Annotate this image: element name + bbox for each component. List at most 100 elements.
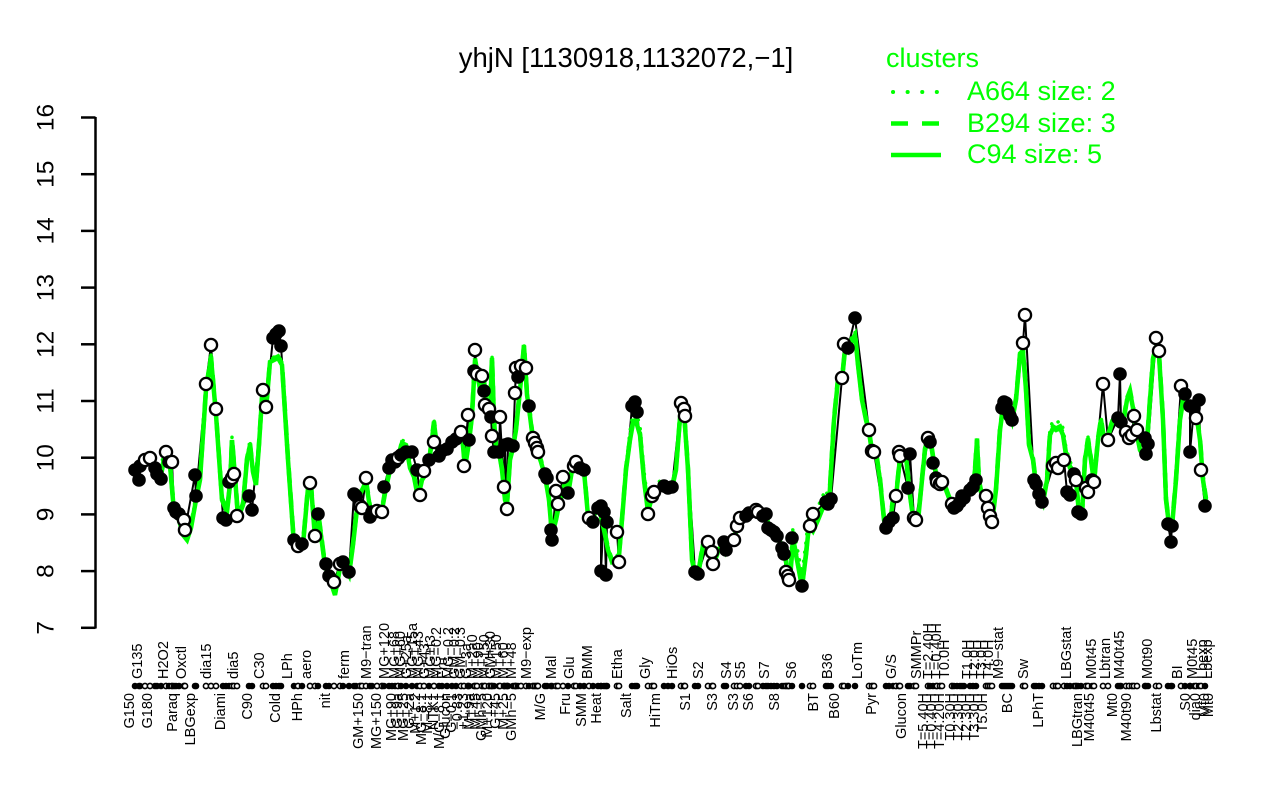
svg-text:MG=0.2: MG=0.2: [429, 627, 445, 679]
svg-text:nit: nit: [318, 693, 334, 708]
svg-text:LBGexp: LBGexp: [183, 693, 199, 745]
svg-text:14: 14: [32, 217, 59, 244]
svg-text:GMh−5: GMh−5: [504, 693, 520, 741]
svg-text:S6: S6: [741, 693, 757, 711]
svg-text:Lbexp: Lbexp: [1200, 639, 1216, 679]
svg-text:MG−0.2: MG−0.2: [441, 627, 457, 679]
svg-text:T=0.40H: T=0.40H: [929, 623, 945, 679]
svg-text:SMM: SMM: [574, 693, 590, 727]
svg-text:S4: S4: [719, 661, 735, 679]
svg-text:HiTm: HiTm: [648, 693, 664, 728]
svg-text:Paraq: Paraq: [165, 693, 181, 732]
svg-text:Sw: Sw: [1016, 658, 1032, 679]
svg-text:MG+90: MG+90: [384, 693, 400, 741]
svg-text:LPh: LPh: [280, 653, 296, 679]
svg-text:15: 15: [32, 161, 59, 188]
svg-text:BC: BC: [1000, 693, 1016, 713]
svg-text:GM+30: GM+30: [483, 631, 499, 679]
svg-text:S3: S3: [726, 693, 742, 711]
svg-text:M+150: M+150: [477, 634, 493, 679]
svg-text:7: 7: [32, 621, 59, 635]
svg-text:B60: B60: [827, 693, 843, 719]
svg-text:G/S: G/S: [884, 654, 900, 679]
svg-text:Diami: Diami: [213, 693, 229, 730]
svg-text:LBGstat: LBGstat: [1059, 627, 1075, 679]
svg-text:M40t90: M40t90: [1119, 693, 1135, 741]
svg-text:M9−exp: M9−exp: [519, 627, 535, 679]
svg-text:dia5: dia5: [226, 652, 242, 679]
svg-text:BMM: BMM: [580, 645, 596, 679]
svg-text:T5.0H: T5.0H: [975, 693, 991, 733]
svg-text:MG+60: MG+60: [393, 631, 409, 679]
svg-text:M40t45: M40t45: [1112, 631, 1128, 679]
svg-text:Cold: Cold: [268, 693, 284, 723]
svg-text:S6: S6: [784, 661, 800, 679]
svg-text:11: 11: [32, 388, 59, 413]
svg-text:GM−0.3: GM−0.3: [453, 627, 469, 679]
svg-text:Glucon: Glucon: [894, 693, 910, 739]
svg-text:+1.23: +1.23: [456, 693, 472, 730]
svg-text:T4.0H: T4.0H: [981, 640, 997, 680]
svg-text:13: 13: [32, 274, 59, 301]
svg-text:16: 16: [32, 104, 59, 131]
svg-text:ferm: ferm: [337, 650, 353, 679]
svg-text:MG+120: MG+120: [377, 623, 393, 679]
svg-text:Pyr: Pyr: [864, 693, 880, 715]
svg-text:LoTm: LoTm: [850, 642, 866, 679]
svg-text:Mal: Mal: [544, 656, 560, 679]
svg-text:GM+150: GM+150: [351, 693, 367, 749]
svg-text:A664 size: 2: A664 size: 2: [967, 76, 1116, 106]
svg-text:M9−stat: M9−stat: [991, 627, 1007, 679]
svg-text:M+25: M+25: [496, 693, 512, 730]
svg-text:NTK1: NTK1: [426, 693, 442, 730]
svg-text:G+2a: G+2a: [402, 692, 418, 729]
svg-text:T=2.40H: T=2.40H: [921, 623, 937, 679]
svg-text:T=5.40H: T=5.40H: [916, 693, 932, 749]
svg-text:aero: aero: [299, 650, 315, 679]
svg-text:MG+43: MG+43: [411, 631, 427, 679]
svg-text:M0t90: M0t90: [1140, 639, 1156, 679]
svg-text:T1.0H: T1.0H: [960, 640, 976, 680]
svg-text:M40t45: M40t45: [1082, 693, 1098, 741]
svg-text:dia0: dia0: [1188, 693, 1204, 720]
svg-text:G135: G135: [130, 644, 146, 679]
svg-text:9: 9: [32, 508, 59, 522]
svg-text:S0: S0: [1178, 693, 1194, 711]
svg-text:MG+68: MG+68: [387, 631, 403, 679]
svg-text:M0t45: M0t45: [1185, 639, 1201, 679]
svg-text:M0t45: M0t45: [1084, 639, 1100, 679]
svg-text:S7: S7: [757, 661, 773, 679]
svg-text:M−8.1: M−8.1: [420, 693, 436, 734]
svg-text:G+43: G+43: [417, 643, 433, 679]
svg-text:T3.0H: T3.0H: [974, 640, 990, 680]
svg-text:MG+15a: MG+15a: [405, 622, 421, 679]
svg-text:T=0.40H: T=0.40H: [924, 693, 940, 749]
svg-text:T3.30H: T3.30H: [967, 693, 983, 741]
svg-text:G+9a: G+9a: [390, 692, 406, 729]
svg-text:Lbstat: Lbstat: [1149, 693, 1165, 733]
svg-text:B36: B36: [820, 653, 836, 679]
svg-text:Salt: Salt: [619, 693, 635, 718]
svg-text:S2: S2: [691, 661, 707, 679]
svg-text:T2.30H: T2.30H: [959, 693, 975, 741]
svg-text:M+90: M+90: [471, 642, 487, 679]
svg-text:B294 size: 3: B294 size: 3: [967, 108, 1116, 138]
svg-text:SMMPr: SMMPr: [909, 631, 925, 680]
svg-text:S1: S1: [678, 693, 694, 711]
svg-text:Lbtran: Lbtran: [1098, 638, 1114, 679]
svg-text:HiOs: HiOs: [665, 647, 681, 679]
svg-text:M+120: M+120: [480, 693, 496, 738]
svg-text:Lbexp: Lbexp: [1195, 639, 1211, 679]
svg-text:M+9a: M+9a: [462, 692, 478, 730]
svg-text:12: 12: [32, 331, 59, 358]
svg-text:C94 size: 5: C94 size: 5: [967, 139, 1102, 169]
svg-text:Fru: Fru: [435, 657, 451, 679]
svg-text:G180: G180: [140, 693, 156, 728]
svg-text:T0.0H: T0.0H: [937, 640, 953, 680]
svg-text:Oxctl: Oxctl: [174, 646, 190, 679]
svg-text:T2.30H: T2.30H: [951, 693, 967, 741]
svg-text:G+25a: G+25a: [399, 634, 415, 679]
svg-text:M+45: M+45: [468, 693, 484, 730]
svg-text:8: 8: [32, 564, 59, 578]
svg-text:M/G−8.1: M/G−8.1: [432, 693, 448, 749]
